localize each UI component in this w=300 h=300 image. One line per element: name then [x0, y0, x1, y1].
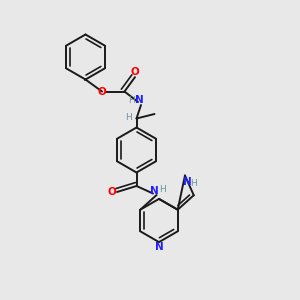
Text: N: N: [154, 242, 164, 253]
Text: H: H: [128, 96, 135, 105]
Text: H: H: [190, 178, 197, 188]
Text: H: H: [159, 185, 165, 194]
Text: H: H: [126, 112, 132, 122]
Text: O: O: [98, 86, 106, 97]
Text: O: O: [130, 67, 140, 77]
Text: O: O: [107, 187, 116, 197]
Text: N: N: [183, 176, 192, 187]
Text: N: N: [150, 186, 159, 197]
Text: N: N: [135, 95, 144, 105]
